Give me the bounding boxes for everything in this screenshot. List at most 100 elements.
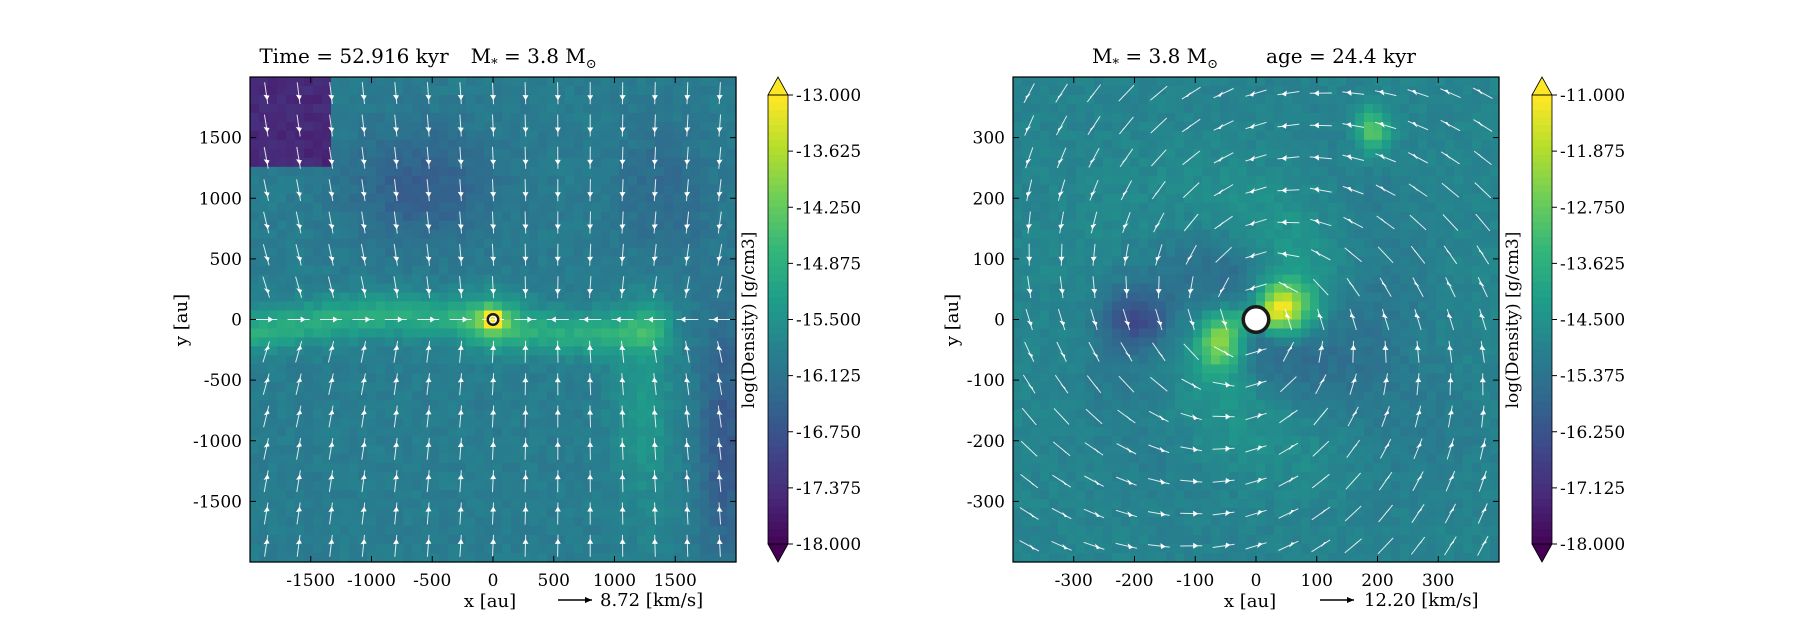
- density-cell: [1391, 85, 1401, 96]
- density-cell: [565, 265, 575, 276]
- density-cell: [304, 310, 314, 321]
- density-cell: [655, 310, 665, 321]
- density-cell: [1148, 166, 1158, 177]
- density-cell: [700, 373, 710, 383]
- density-cell: [511, 445, 521, 455]
- density-cell: [475, 202, 485, 213]
- density-cell: [466, 517, 476, 527]
- streamline-arrowhead: [651, 256, 658, 262]
- streamline-segment: [426, 437, 430, 460]
- density-cell: [475, 85, 485, 96]
- density-cell: [646, 472, 656, 482]
- density-cell: [286, 472, 296, 482]
- density-cell: [1292, 175, 1302, 186]
- density-cell: [1337, 157, 1347, 168]
- density-cell: [556, 355, 566, 366]
- density-cell: [664, 238, 674, 249]
- density-cell: [394, 499, 404, 509]
- density-cell: [583, 544, 593, 554]
- density-cell: [1076, 193, 1086, 204]
- density-cell: [529, 193, 539, 204]
- streamline-segment: [295, 276, 303, 298]
- streamline-segment: [491, 373, 495, 396]
- colorbar-tick-label: -16.750: [796, 423, 861, 443]
- density-cell: [1391, 94, 1401, 105]
- density-cell: [1274, 85, 1284, 96]
- density-cell: [367, 184, 377, 195]
- density-cell: [1265, 229, 1275, 240]
- density-cell: [1283, 112, 1293, 123]
- density-cell: [322, 202, 332, 213]
- density-cell: [1427, 301, 1437, 312]
- density-cell: [709, 373, 719, 383]
- density-cell: [412, 184, 422, 195]
- density-cell: [340, 508, 350, 518]
- density-cell: [1346, 94, 1356, 105]
- density-cell: [1436, 94, 1446, 105]
- density-cell: [268, 103, 278, 114]
- streamline-arrowhead: [522, 344, 529, 350]
- density-cell: [304, 130, 314, 141]
- density-cell: [529, 211, 539, 222]
- density-cell: [673, 553, 683, 563]
- density-cell: [565, 94, 575, 105]
- density-cell: [1400, 166, 1410, 177]
- streamline-segment: [296, 179, 302, 202]
- density-cell: [484, 364, 494, 374]
- density-cell: [691, 274, 701, 285]
- x-tick-label: -500: [413, 571, 451, 591]
- density-cell: [376, 166, 386, 177]
- density-cell: [1202, 121, 1212, 132]
- density-cell: [367, 310, 377, 321]
- density-cell: [1103, 256, 1113, 267]
- density-cell: [637, 499, 647, 509]
- density-cell: [448, 319, 458, 330]
- density-cell: [1085, 283, 1095, 294]
- density-cell: [259, 292, 269, 303]
- density-cell: [538, 94, 548, 105]
- density-cell: [376, 310, 386, 321]
- density-cell: [691, 490, 701, 500]
- density-cell: [556, 85, 566, 96]
- density-cell: [664, 247, 674, 258]
- density-cell: [412, 328, 422, 339]
- streamline-arrowhead: [587, 506, 594, 512]
- density-cell: [511, 301, 521, 312]
- density-cell: [277, 265, 287, 276]
- density-cell: [1445, 94, 1455, 105]
- density-cell: [1094, 103, 1104, 114]
- density-cell: [286, 130, 296, 141]
- density-cell: [1238, 256, 1248, 267]
- streamline-segment: [524, 82, 527, 105]
- density-cell: [394, 103, 404, 114]
- density-cell: [358, 121, 368, 132]
- density-cell: [385, 553, 395, 563]
- density-cell: [304, 256, 314, 267]
- density-cell: [448, 256, 458, 267]
- density-cell: [610, 436, 620, 446]
- density-cell: [1373, 274, 1383, 285]
- streamline-arrowhead: [457, 288, 464, 295]
- density-cell: [322, 301, 332, 312]
- density-cell: [619, 544, 629, 554]
- density-cell: [1490, 103, 1500, 114]
- density-cell: [592, 256, 602, 267]
- density-cell: [1094, 166, 1104, 177]
- density-cell: [250, 364, 260, 374]
- density-cell: [547, 166, 557, 177]
- density-cell: [1310, 94, 1320, 105]
- density-cell: [331, 454, 341, 464]
- density-cell: [439, 112, 449, 123]
- density-cell: [520, 391, 530, 401]
- density-cell: [511, 283, 521, 294]
- density-cell: [322, 166, 332, 177]
- density-cell: [313, 517, 323, 527]
- density-cell: [601, 247, 611, 258]
- density-cell: [277, 283, 287, 294]
- density-cell: [1220, 229, 1230, 240]
- streamline-arrowhead: [587, 441, 594, 447]
- density-cell: [475, 175, 485, 186]
- density-cell: [358, 553, 368, 563]
- density-cell: [1049, 148, 1059, 159]
- density-cell: [349, 355, 359, 366]
